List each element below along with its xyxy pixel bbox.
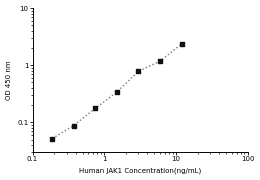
Point xyxy=(180,42,184,45)
Point xyxy=(136,70,141,73)
Y-axis label: OD 450 nm: OD 450 nm xyxy=(5,60,11,100)
Point xyxy=(72,124,76,127)
Point xyxy=(158,60,162,62)
Point xyxy=(115,91,119,93)
Point xyxy=(50,137,54,140)
X-axis label: Human JAK1 Concentration(ng/mL): Human JAK1 Concentration(ng/mL) xyxy=(79,168,201,174)
Point xyxy=(93,107,97,110)
